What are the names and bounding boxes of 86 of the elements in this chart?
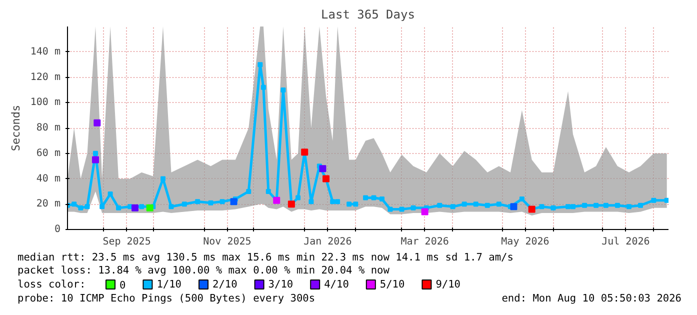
legend-label: 4/10 xyxy=(324,278,349,290)
legend-label: 9/10 xyxy=(436,278,461,290)
legend-label: 5/10 xyxy=(380,278,405,290)
point xyxy=(566,204,571,210)
y-axis-title: Seconds xyxy=(9,104,22,152)
point xyxy=(353,202,358,207)
x-tick-label: Jul 2026 xyxy=(602,236,650,248)
point xyxy=(182,202,187,207)
y-tick-label: 120 m xyxy=(30,72,61,83)
x-tick-label: Mar 2026 xyxy=(400,236,449,248)
point xyxy=(319,165,326,172)
point xyxy=(230,198,238,206)
point xyxy=(208,200,214,206)
point xyxy=(146,204,154,212)
y-tick-label: 40 m xyxy=(36,173,61,184)
point xyxy=(651,198,656,203)
point xyxy=(410,205,416,210)
legend-label: 0 xyxy=(120,280,126,292)
point xyxy=(100,204,105,210)
point xyxy=(266,188,271,194)
point xyxy=(399,206,404,212)
point xyxy=(220,199,225,204)
point xyxy=(84,204,90,210)
point xyxy=(626,204,632,210)
point xyxy=(550,205,556,210)
chart-title: Last 365 Days xyxy=(321,8,415,22)
point xyxy=(92,150,98,156)
legend-label: 3/10 xyxy=(268,278,294,290)
point xyxy=(519,196,524,202)
point xyxy=(72,202,77,207)
y-tick-label: 140 m xyxy=(30,46,61,58)
legend-title: loss color: xyxy=(18,278,86,290)
point xyxy=(116,205,122,210)
point xyxy=(473,202,478,207)
point xyxy=(594,202,599,208)
point xyxy=(638,202,644,208)
point xyxy=(496,202,502,207)
point xyxy=(462,202,467,207)
text: end: Mon Aug 10 05:50:03 2026 xyxy=(502,292,682,304)
point xyxy=(379,196,384,202)
point xyxy=(168,204,174,210)
point xyxy=(363,195,368,200)
point xyxy=(330,199,336,204)
point xyxy=(132,204,139,212)
point xyxy=(484,202,490,208)
y-tick-label: 0 xyxy=(54,224,61,235)
legend-label: 2/10 xyxy=(212,278,238,290)
point xyxy=(388,206,393,212)
point xyxy=(195,199,200,204)
point xyxy=(335,199,340,204)
x-tick-label: Nov 2025 xyxy=(203,236,252,248)
point xyxy=(371,195,376,200)
x-tick-label: Jan 2026 xyxy=(304,236,352,248)
point xyxy=(92,156,99,164)
point xyxy=(94,119,101,126)
point xyxy=(108,191,113,196)
point xyxy=(437,202,442,208)
point xyxy=(346,202,352,207)
point xyxy=(246,188,252,194)
y-tick-label: 60 m xyxy=(36,148,61,159)
point xyxy=(614,202,620,208)
point xyxy=(421,208,428,216)
point xyxy=(570,204,576,210)
point xyxy=(160,176,166,182)
point xyxy=(664,198,668,203)
x-tick-label: Sep 2025 xyxy=(102,236,151,248)
point xyxy=(539,204,544,210)
text: packet loss: 13.84 % avg 100.00 % max 0.00 % min 20.04 % now xyxy=(18,264,390,276)
point xyxy=(296,195,301,200)
point xyxy=(510,203,518,210)
point xyxy=(603,202,608,208)
text: median rtt: 23.5 ms avg 130.5 ms max 15.6 ms min 22.3 ms now 14.1 ms sd 1.7 am/s xyxy=(18,252,514,264)
point xyxy=(260,84,266,90)
point xyxy=(450,204,456,210)
legend-label: 1/10 xyxy=(156,278,182,290)
x-tick-label: May 2026 xyxy=(501,236,550,248)
point xyxy=(139,204,144,210)
text: probe: 10 ICMP Echo Pings (500 Bytes) every 300s xyxy=(18,292,316,304)
y-tick-label: 80 m xyxy=(36,122,61,134)
point xyxy=(308,199,314,204)
point xyxy=(258,62,263,68)
y-tick-label: 20 m xyxy=(36,198,61,210)
y-tick-label: 100 m xyxy=(30,97,61,108)
point xyxy=(582,202,588,208)
point xyxy=(280,87,286,92)
point xyxy=(78,205,84,210)
